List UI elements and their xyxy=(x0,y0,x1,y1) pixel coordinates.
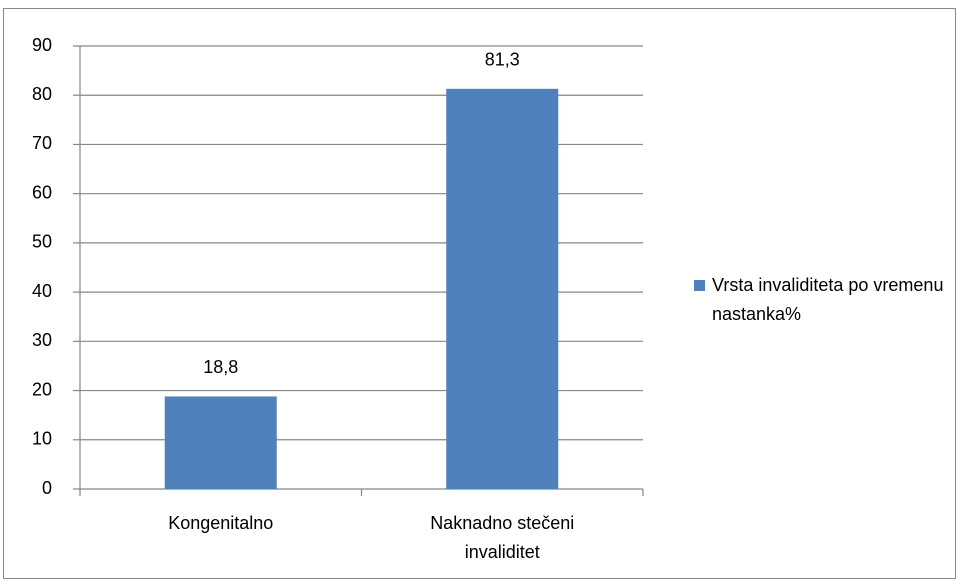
y-tick-label: 0 xyxy=(42,478,52,498)
x-tick-label: Naknadno stečeni invaliditet xyxy=(430,513,575,562)
data-label: 18,8 xyxy=(203,357,238,377)
y-tick-label: 20 xyxy=(32,379,52,399)
bar xyxy=(164,396,277,489)
y-tick-label: 50 xyxy=(32,232,52,252)
y-tick-label: 10 xyxy=(32,429,52,449)
x-tick-label: Kongenitalno xyxy=(168,513,274,533)
y-tick-label: 90 xyxy=(32,35,52,55)
y-tick-label: 80 xyxy=(32,84,52,104)
y-tick-label: 70 xyxy=(32,133,52,153)
bar xyxy=(446,88,559,489)
data-label: 81,3 xyxy=(485,50,520,70)
y-tick-label: 60 xyxy=(32,182,52,202)
y-tick-label: 40 xyxy=(32,281,52,301)
y-tick-label: 30 xyxy=(32,330,52,350)
legend-swatch xyxy=(694,280,705,291)
legend-label: Vrsta invaliditeta po vremenu nastanka% xyxy=(712,275,944,324)
